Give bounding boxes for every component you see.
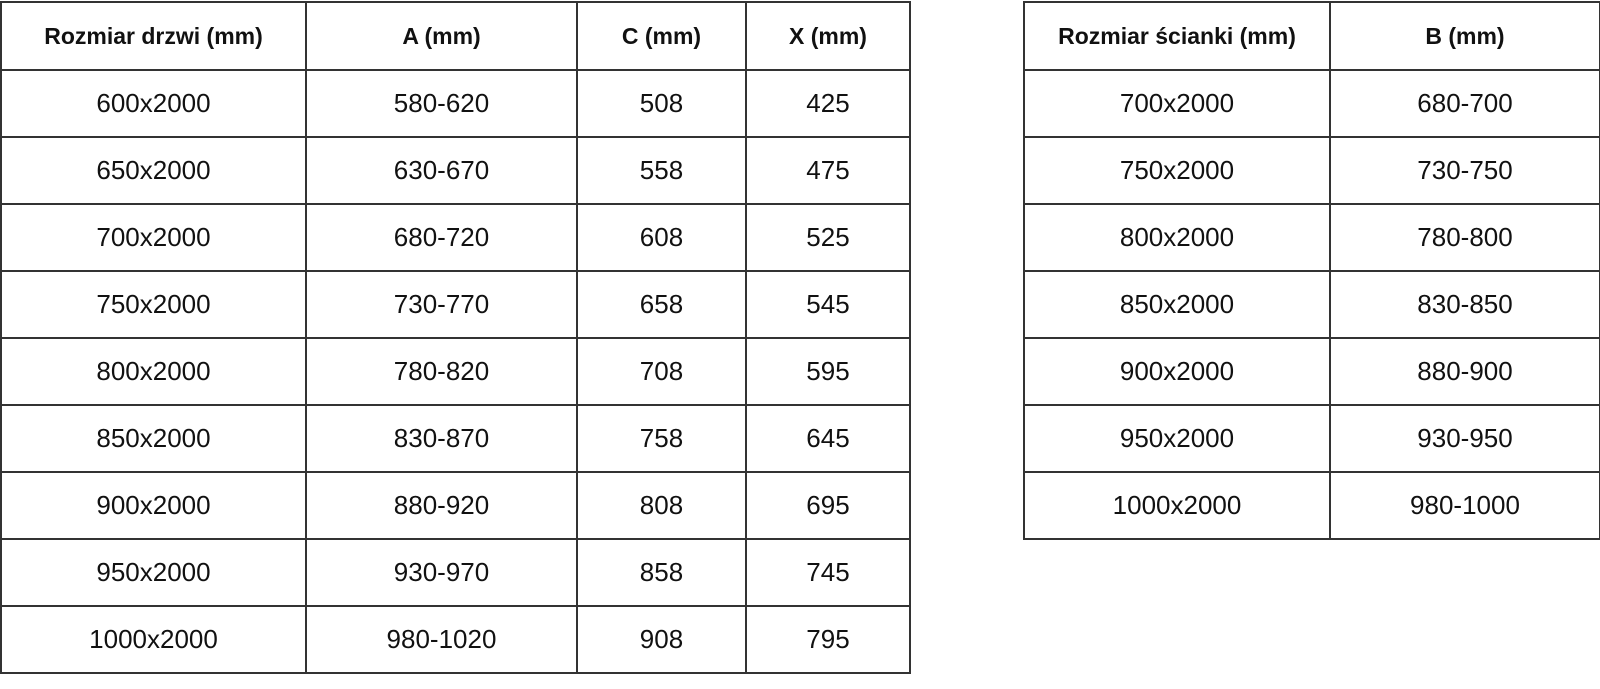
table-row: 900x2000 880-900 <box>1023 337 1600 406</box>
table-row: 750x2000 730-770 658 545 <box>0 270 911 339</box>
door-size-table: Rozmiar drzwi (mm) A (mm) C (mm) X (mm) 600… <box>0 1 911 674</box>
table-row: 1000x2000 980-1000 <box>1023 471 1600 540</box>
table-cell: 850x2000 <box>1023 270 1331 339</box>
column-header: X (mm) <box>745 1 911 71</box>
table-cell: 830-850 <box>1329 270 1600 339</box>
column-header: Rozmiar ścianki (mm) <box>1023 1 1331 71</box>
table-cell: 950x2000 <box>0 538 307 607</box>
table-cell: 608 <box>576 203 747 272</box>
table-cell: 645 <box>745 404 911 473</box>
table-cell: 525 <box>745 203 911 272</box>
table-row: 950x2000 930-950 <box>1023 404 1600 473</box>
table-cell: 700x2000 <box>1023 69 1331 138</box>
column-header: A (mm) <box>305 1 578 71</box>
table-cell: 950x2000 <box>1023 404 1331 473</box>
table-cell: 758 <box>576 404 747 473</box>
table-cell: 900x2000 <box>0 471 307 540</box>
table-cell: 695 <box>745 471 911 540</box>
table-cell: 475 <box>745 136 911 205</box>
table-row: 650x2000 630-670 558 475 <box>0 136 911 205</box>
table-cell: 858 <box>576 538 747 607</box>
table-cell: 850x2000 <box>0 404 307 473</box>
column-header: Rozmiar drzwi (mm) <box>0 1 307 71</box>
table-row: 900x2000 880-920 808 695 <box>0 471 911 540</box>
table-cell: 630-670 <box>305 136 578 205</box>
table-cell: 830-870 <box>305 404 578 473</box>
table-cell: 800x2000 <box>0 337 307 406</box>
table-cell: 1000x2000 <box>1023 471 1331 540</box>
table-cell: 730-770 <box>305 270 578 339</box>
table-row: 850x2000 830-850 <box>1023 270 1600 339</box>
table-row: 750x2000 730-750 <box>1023 136 1600 205</box>
table-cell: 980-1020 <box>305 605 578 674</box>
table-cell: 908 <box>576 605 747 674</box>
table-cell: 545 <box>745 270 911 339</box>
table-cell: 580-620 <box>305 69 578 138</box>
table-cell: 930-970 <box>305 538 578 607</box>
table-row: 700x2000 680-700 <box>1023 69 1600 138</box>
table-cell: 745 <box>745 538 911 607</box>
table-cell: 930-950 <box>1329 404 1600 473</box>
table-row: 850x2000 830-870 758 645 <box>0 404 911 473</box>
table-cell: 780-820 <box>305 337 578 406</box>
table-cell: 650x2000 <box>0 136 307 205</box>
table-header-row: Rozmiar ścianki (mm) B (mm) <box>1023 1 1600 71</box>
table-cell: 750x2000 <box>0 270 307 339</box>
table-cell: 680-700 <box>1329 69 1600 138</box>
table-cell: 980-1000 <box>1329 471 1600 540</box>
table-cell: 880-920 <box>305 471 578 540</box>
table-cell: 558 <box>576 136 747 205</box>
table-cell: 1000x2000 <box>0 605 307 674</box>
table-cell: 780-800 <box>1329 203 1600 272</box>
table-row: 600x2000 580-620 508 425 <box>0 69 911 138</box>
table-cell: 730-750 <box>1329 136 1600 205</box>
table-cell: 750x2000 <box>1023 136 1331 205</box>
table-cell: 425 <box>745 69 911 138</box>
table-row: 800x2000 780-800 <box>1023 203 1600 272</box>
table-row: 800x2000 780-820 708 595 <box>0 337 911 406</box>
table-header-row: Rozmiar drzwi (mm) A (mm) C (mm) X (mm) <box>0 1 911 71</box>
column-header: C (mm) <box>576 1 747 71</box>
table-cell: 658 <box>576 270 747 339</box>
table-cell: 800x2000 <box>1023 203 1331 272</box>
table-cell: 600x2000 <box>0 69 307 138</box>
table-cell: 880-900 <box>1329 337 1600 406</box>
table-cell: 680-720 <box>305 203 578 272</box>
wall-size-table: Rozmiar ścianki (mm) B (mm) 700x2000 680-7… <box>1023 1 1600 540</box>
table-cell: 508 <box>576 69 747 138</box>
table-cell: 795 <box>745 605 911 674</box>
table-cell: 808 <box>576 471 747 540</box>
column-header: B (mm) <box>1329 1 1600 71</box>
table-cell: 900x2000 <box>1023 337 1331 406</box>
table-cell: 700x2000 <box>0 203 307 272</box>
table-cell: 708 <box>576 337 747 406</box>
table-row: 1000x2000 980-1020 908 795 <box>0 605 911 674</box>
table-row: 950x2000 930-970 858 745 <box>0 538 911 607</box>
table-row: 700x2000 680-720 608 525 <box>0 203 911 272</box>
table-cell: 595 <box>745 337 911 406</box>
